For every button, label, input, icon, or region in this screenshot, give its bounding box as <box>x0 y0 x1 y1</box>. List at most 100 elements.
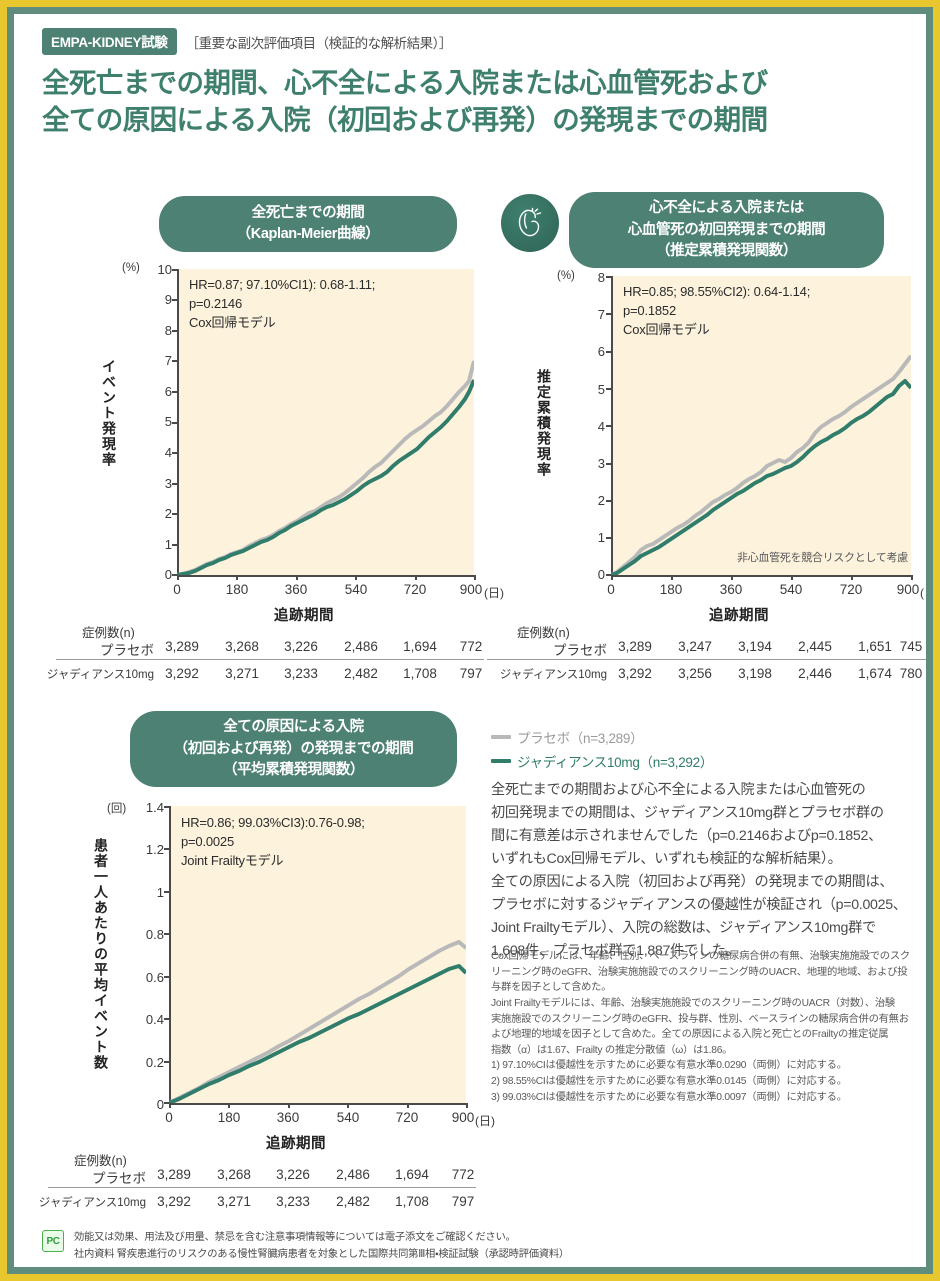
chart-2-ytick-8: 8 <box>597 270 605 285</box>
chart-1-risk-row-1-v0: 3,292 <box>165 666 199 681</box>
chart-3-risk-row-1-v3: 2,482 <box>336 1194 370 1209</box>
chart-1-risk-divider <box>56 659 484 660</box>
chart-3-risk-row-0-v1: 3,268 <box>217 1167 251 1182</box>
panel-all-cause-hosp: 全ての原因による入院 （初回および再発）の発現までの期間 （平均累積発現関数） … <box>14 14 495 1224</box>
chart-1-risk-row-0-v3: 2,486 <box>344 639 378 654</box>
study-badge: EMPA-KIDNEY試験 <box>42 28 177 55</box>
chart-2-risk-row-1-v2: 3,198 <box>738 666 772 681</box>
chart-2-x-label: 追跡期間 <box>709 608 769 624</box>
chart-3-statistics: HR=0.86; 99.03%CI3):0.76-0.98; p=0.0025 … <box>181 815 365 868</box>
chart-2-risk-row-0-v3: 2,445 <box>798 639 832 654</box>
chart-2-xtick-900: 900 <box>896 582 920 597</box>
chart-1-y-label: イベント発現率 <box>101 359 117 468</box>
chart-1-ytick-6: 6 <box>164 384 172 399</box>
legend-item-drug: ジャディアンス10mg（n=3,292） <box>491 751 713 771</box>
chart-3-risk-divider <box>48 1187 476 1188</box>
chart-2-xtick-540: 540 <box>779 582 803 597</box>
chart-3-x-label: 追跡期間 <box>266 1136 326 1152</box>
chart-1-risk-table: 症例数(n) プラセボ 3,289 3,268 3,226 2,486 1,69… <box>14 14 484 681</box>
chart-3-risk-row-1-v0: 3,292 <box>157 1194 191 1209</box>
chart-2-risk-row-1-v5: 780 <box>899 666 923 681</box>
heart-icon <box>501 194 559 252</box>
legend-label-placebo: プラセボ（n=3,289） <box>517 731 644 746</box>
chart-3-y-unit: (回) <box>107 803 127 815</box>
page-root: EMPA-KIDNEY試験 ［重要な副次評価項目（検証的な解析結果）］ 全死亡ま… <box>14 14 926 1267</box>
chart-1-ytick-5: 5 <box>164 414 172 429</box>
chart-1-xtick-720: 720 <box>403 582 427 597</box>
chart-1-ytick-4: 4 <box>164 445 172 460</box>
chart-3-y-label: 患者一人あたりの平均イベント数 <box>93 838 109 1071</box>
chart-2-risk-row-1-v3: 2,446 <box>798 666 832 681</box>
chart-1-ytick-8: 8 <box>164 323 172 338</box>
chart-3-risk-title: 症例数(n) <box>74 1154 127 1168</box>
chart-1-statistics: HR=0.87; 97.10%CI1): 0.68-1.11; p=0.2146… <box>189 277 376 330</box>
chart-3-curves <box>169 940 466 1103</box>
chart-2-curves <box>611 354 911 575</box>
chart-1-ytick-10: 10 <box>157 262 172 277</box>
panel-2-title: 心不全による入院または 心血管死の初回発現までの期間 （推定累積発現関数） <box>569 192 884 268</box>
page-title: 全死亡までの期間、心不全による入院または心血管死および 全ての原因による入院（初… <box>42 67 768 136</box>
panel-1-title: 全死亡までの期間 （Kaplan-Meier曲線） <box>159 196 457 252</box>
chart-2-ytick-0: 0 <box>597 567 605 582</box>
chart-2-x-axis <box>611 575 913 577</box>
chart-2-risk-divider <box>487 659 926 660</box>
chart-1-risk-row-1-v1: 3,271 <box>225 666 259 681</box>
chart-2-y-unit: (%) <box>557 270 575 282</box>
chart-2-xtick-720: 720 <box>839 582 863 597</box>
chart-2-ytick-6: 6 <box>597 344 605 359</box>
chart-2-ytick-3: 3 <box>597 456 605 471</box>
chart-1-ytick-9: 9 <box>164 292 172 307</box>
chart-3-risk-row-0-name: プラセボ <box>92 1171 146 1186</box>
page-footer: PC 効能又は効果、用法及び用量、禁忌を含む注意事項情報等については電子添文をご… <box>42 1230 569 1263</box>
chart-1-risk-row-1-v3: 2,482 <box>344 666 378 681</box>
chart-1-risk-row-1-v2: 3,233 <box>284 666 318 681</box>
chart-2-risk-row-0-v4: 1,651 <box>858 639 892 654</box>
chart-2-risk-title: 症例数(n) <box>517 626 570 640</box>
chart-1-ytick-1: 1 <box>164 537 172 552</box>
chart-1-x-axis <box>177 575 476 577</box>
chart-1-risk-row-1-name: ジャディアンス10mg <box>46 669 154 681</box>
chart-2-xtick-360: 360 <box>719 582 743 597</box>
chart-3-xtick-900: 900 <box>451 1110 475 1125</box>
chart-1-risk-row-0-v5: 772 <box>459 639 483 654</box>
header-subtitle: ［重要な副次評価項目（検証的な解析結果）］ <box>185 35 453 51</box>
chart-1-curves <box>177 360 474 575</box>
chart-3-ytick-0.6: 0.6 <box>145 970 164 985</box>
chart-1-xtick-360: 360 <box>284 582 308 597</box>
chart-3-x-axis <box>169 1103 468 1105</box>
chart-3-xtick-360: 360 <box>276 1110 300 1125</box>
chart-1-risk-row-0-name: プラセボ <box>100 643 154 658</box>
panel-hf-hosp-cv-death: 心不全による入院または 心血管死の初回発現までの期間 （推定累積発現関数） (%… <box>479 14 926 704</box>
chart-1-x-unit: (日) <box>484 586 504 600</box>
chart-3-xtick-0: 0 <box>165 1110 173 1125</box>
chart-3-risk-row-1-v4: 1,708 <box>395 1194 429 1209</box>
chart-3-risk-row-0-v5: 772 <box>451 1167 475 1182</box>
chart-1-ytick-3: 3 <box>164 476 172 491</box>
chart-2-ytick-2: 2 <box>597 493 605 508</box>
chart-1-risk-row-0-v0: 3,289 <box>165 639 199 654</box>
chart-3-xtick-180: 180 <box>217 1110 241 1125</box>
chart-2-risk-row-1-v0: 3,292 <box>618 666 652 681</box>
chart-2-plot-area <box>611 276 911 575</box>
chart-1-ytick-7: 7 <box>164 353 172 368</box>
chart-2-xtick-0: 0 <box>607 582 615 597</box>
chart-2-risk-row-0-v5: 745 <box>899 639 923 654</box>
chart-3-risk-row-0-v4: 1,694 <box>395 1167 429 1182</box>
legend-swatch-placebo <box>491 735 511 739</box>
chart-1-ytick-2: 2 <box>164 506 172 521</box>
chart-3-ytick-1.0: 1 <box>156 885 164 900</box>
chart-3-risk-row-0-v2: 3,226 <box>276 1167 310 1182</box>
chart-3-risk-row-1-v1: 3,271 <box>217 1194 251 1209</box>
chart-2-risk-row-1-v1: 3,256 <box>678 666 712 681</box>
chart-3-xtick-720: 720 <box>395 1110 419 1125</box>
legend-item-placebo: プラセボ（n=3,289） <box>491 727 713 747</box>
page-header: EMPA-KIDNEY試験 ［重要な副次評価項目（検証的な解析結果）］ 全死亡ま… <box>42 28 768 138</box>
chart-1-xtick-900: 900 <box>459 582 483 597</box>
chart-1-xtick-180: 180 <box>225 582 249 597</box>
panel-3-title: 全ての原因による入院 （初回および再発）の発現までの期間 （平均累積発現関数） <box>130 711 457 787</box>
chart-3-risk-row-0-v0: 3,289 <box>157 1167 191 1182</box>
inner-green-frame: EMPA-KIDNEY試験 ［重要な副次評価項目（検証的な解析結果）］ 全死亡ま… <box>7 7 933 1274</box>
chart-1-risk-row-0-v1: 3,268 <box>225 639 259 654</box>
chart-1-y-unit: (%) <box>122 262 140 274</box>
